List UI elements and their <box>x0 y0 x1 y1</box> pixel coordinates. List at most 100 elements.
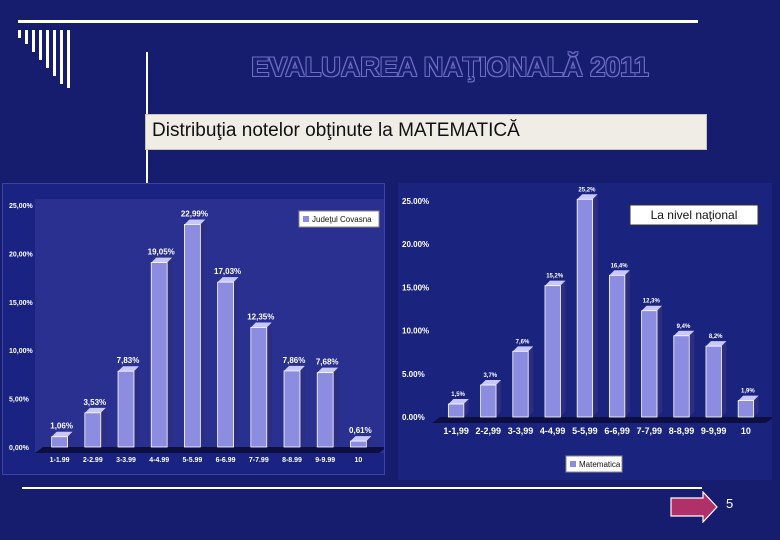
data-label: 1,06% <box>50 422 73 431</box>
bar-side <box>200 219 206 447</box>
y-tick-label: 10.00% <box>402 327 429 336</box>
national-chart-panel: 0.00% 5.00% 10.00% 15.00% 20.00% 25.00% 1,5% 1-… <box>398 183 772 480</box>
data-label: 0,61% <box>349 426 372 435</box>
bar <box>316 372 334 448</box>
bar-side <box>721 341 727 417</box>
bar <box>673 335 690 418</box>
bar-side <box>333 367 339 447</box>
bar-top <box>84 407 106 413</box>
legend-box <box>565 455 623 473</box>
x-tick-label: 3-3.99 <box>116 457 136 464</box>
bar <box>350 440 367 448</box>
bar-top <box>512 346 534 352</box>
x-tick-label: 6-6,99 <box>604 426 630 436</box>
bar <box>184 224 201 448</box>
top-rule <box>18 20 698 23</box>
data-label: 25,2% <box>578 187 596 193</box>
x-tick-label: 8-8.99 <box>282 457 302 464</box>
x-tick-label: 1-1.99 <box>50 457 70 464</box>
y-tick-label: 5.00% <box>402 370 425 379</box>
bar-side <box>657 305 663 417</box>
data-label: 1,5% <box>451 392 465 398</box>
x-tick-label: 3-3,99 <box>508 426 534 436</box>
bar-top <box>641 305 663 311</box>
bar-side <box>67 431 73 447</box>
legend-label: Judeţul Covasna <box>312 215 372 224</box>
bar-top <box>151 257 173 263</box>
bar <box>737 400 755 418</box>
bar-top <box>317 367 339 373</box>
bar-top <box>448 399 469 405</box>
bar-side <box>528 346 534 417</box>
x-tick-label: 10 <box>741 426 751 436</box>
x-tick-label: 10 <box>355 457 363 464</box>
bar <box>217 281 234 448</box>
county-chart: 0,00% 5,00% 10,00% 15,00% 20,00% 25,00% 1,06% 1… <box>9 199 384 464</box>
bar-top <box>184 219 206 225</box>
legend-box <box>298 210 380 228</box>
bar-top <box>51 431 73 437</box>
bar-top <box>577 194 598 200</box>
y-tick-label: 10,00% <box>9 348 34 355</box>
bar-side <box>689 330 695 417</box>
slide-subtitle: Distribuţia notelor obţinute la MATEMATI… <box>145 114 707 150</box>
bar <box>641 310 658 418</box>
x-tick-label: 7-7,99 <box>637 426 663 436</box>
x-tick-label: 5-5,99 <box>572 426 598 436</box>
x-tick-label: 9-9,99 <box>701 426 727 436</box>
data-label: 12,35% <box>247 312 274 321</box>
legend-label: Matematica <box>579 460 621 469</box>
bar-top <box>217 277 239 283</box>
bar <box>544 285 561 418</box>
y-tick-label: 15,00% <box>9 300 34 307</box>
national-chart: 0.00% 5.00% 10.00% 15.00% 20.00% 25.00% 1,5% 1-… <box>402 187 772 473</box>
bar <box>250 327 268 448</box>
data-label: 3,7% <box>483 373 497 379</box>
slide-title: EVALUAREA NAŢIONALĂ 2011 <box>251 52 649 82</box>
y-tick-label: 25.00% <box>402 197 429 206</box>
data-label: 9,4% <box>677 324 691 330</box>
x-tick-label: 4-4.99 <box>149 457 169 464</box>
y-tick-label: 5,00% <box>9 397 30 404</box>
bar-side <box>133 366 139 447</box>
bar-side <box>496 380 502 417</box>
data-label: 3,53% <box>83 398 106 407</box>
bar <box>283 370 301 448</box>
bar-side <box>299 365 305 447</box>
bar-top <box>673 330 695 336</box>
bar-top <box>350 436 372 442</box>
bar-side <box>592 194 598 417</box>
data-label: 8,2% <box>709 334 723 340</box>
bar-top <box>250 322 272 328</box>
x-tick-label: 1-1,99 <box>443 426 469 436</box>
bar <box>150 262 168 448</box>
y-tick-label: 25,00% <box>9 203 34 210</box>
bar-side <box>753 395 759 417</box>
bar-side <box>463 399 469 417</box>
y-tick-label: 15.00% <box>402 283 429 292</box>
bar-side <box>266 322 272 447</box>
x-tick-label: 4-4,99 <box>540 426 566 436</box>
bar <box>84 412 102 448</box>
data-label: 7,83% <box>117 356 140 365</box>
bar-side <box>233 277 239 447</box>
x-tick-label: 7-7.99 <box>249 457 269 464</box>
bar-side <box>560 280 566 417</box>
annotation-box <box>629 204 759 226</box>
county-chart-panel: 0,00% 5,00% 10,00% 15,00% 20,00% 25,00% 1,06% 1… <box>2 183 385 475</box>
bar-top <box>705 341 727 347</box>
y-tick-label: 20.00% <box>402 240 429 249</box>
page-number: 5 <box>726 496 734 511</box>
bar <box>117 370 135 448</box>
data-label: 7,86% <box>283 356 306 365</box>
bar-top <box>480 380 502 386</box>
bar <box>447 403 465 418</box>
bar-top <box>284 365 305 371</box>
x-tick-label: 5-5.99 <box>182 457 202 464</box>
bar <box>512 350 529 418</box>
data-label: 12,3% <box>643 299 661 305</box>
y-tick-label: 20,00% <box>9 251 34 258</box>
bar-side <box>100 407 106 447</box>
bar <box>51 436 68 448</box>
next-arrow-icon[interactable] <box>669 491 719 523</box>
